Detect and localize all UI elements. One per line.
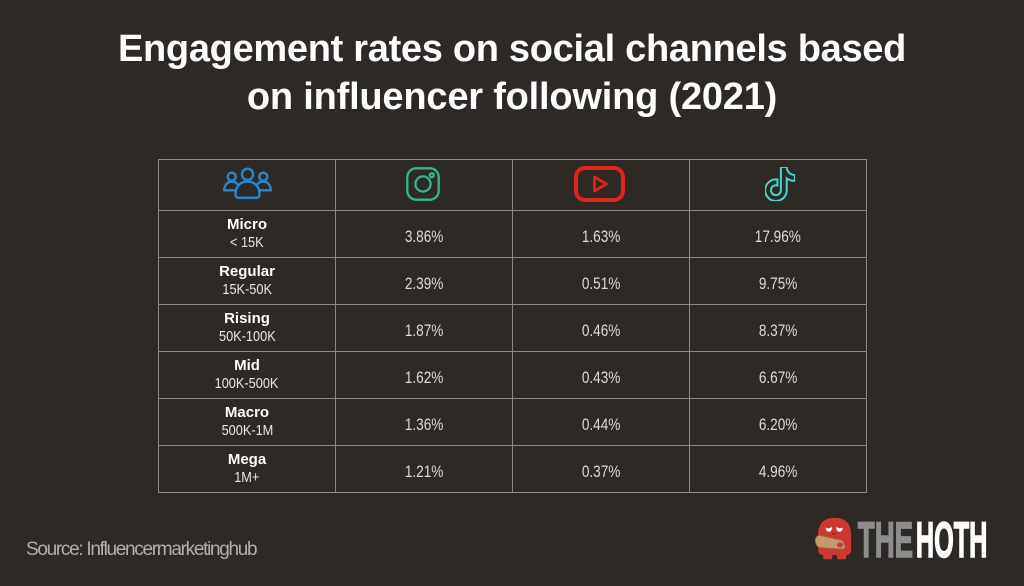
svg-text:HOTH: HOTH bbox=[916, 514, 988, 566]
svg-text:THE: THE bbox=[858, 514, 913, 566]
